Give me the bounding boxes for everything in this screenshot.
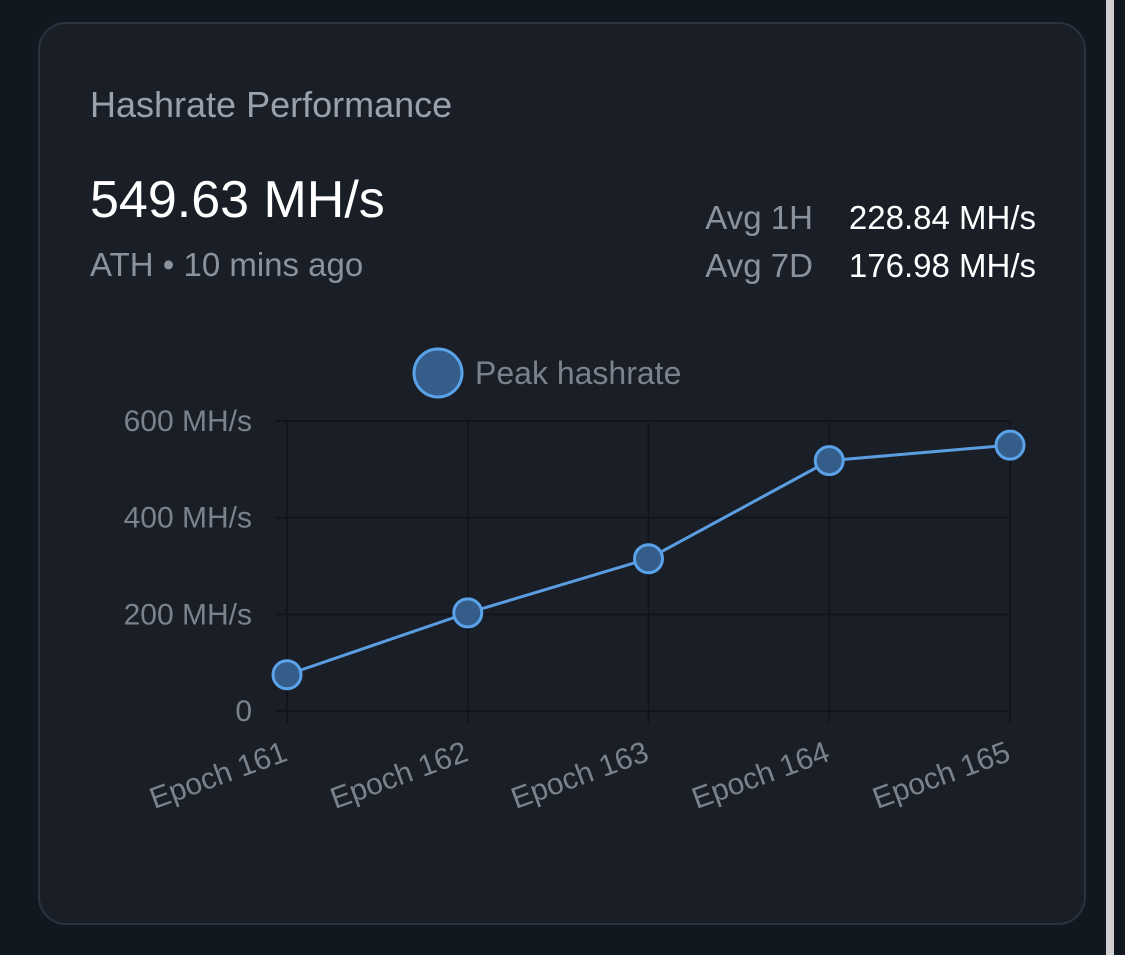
y-tick-label: 600 MH/s bbox=[124, 405, 252, 438]
average-stats: Avg 1H 228.84 MH/s Avg 7D 176.98 MH/s bbox=[705, 198, 1036, 286]
data-point bbox=[452, 597, 484, 629]
ath-line: ATH • 10 mins ago bbox=[90, 246, 363, 284]
y-tick-label: 200 MH/s bbox=[124, 598, 252, 631]
avg-1h-value: 228.84 MH/s bbox=[848, 199, 1036, 236]
data-point bbox=[994, 429, 1026, 461]
legend-marker bbox=[412, 347, 464, 399]
current-hashrate-value: 549.63 MH/s bbox=[90, 171, 385, 229]
y-tick-label: 400 MH/s bbox=[124, 502, 252, 535]
y-tick-label: 0 bbox=[235, 695, 252, 728]
data-point bbox=[271, 659, 303, 691]
x-tick-label: Epoch 164 bbox=[688, 736, 834, 816]
legend-label: Peak hashrate bbox=[475, 355, 681, 391]
card-title: Hashrate Performance bbox=[90, 84, 453, 125]
avg-1h-label: Avg 1H bbox=[705, 199, 813, 236]
data-point bbox=[633, 543, 664, 575]
x-tick-label: Epoch 165 bbox=[868, 736, 1014, 816]
x-tick-label: Epoch 161 bbox=[145, 736, 291, 816]
ath-label: ATH bbox=[90, 246, 154, 283]
page-scrollbar[interactable] bbox=[1106, 0, 1114, 955]
x-tick-label: Epoch 162 bbox=[326, 736, 472, 816]
ath-separator: • bbox=[162, 246, 175, 283]
avg-7d-value: 176.98 MH/s bbox=[848, 247, 1036, 284]
ath-time: 10 mins ago bbox=[183, 246, 364, 283]
data-point bbox=[813, 445, 845, 477]
avg-7d-label: Avg 7D bbox=[705, 247, 813, 284]
hashrate-card: Hashrate Performance 549.63 MH/s ATH • 1… bbox=[38, 22, 1086, 925]
x-tick-label: Epoch 163 bbox=[507, 736, 653, 816]
